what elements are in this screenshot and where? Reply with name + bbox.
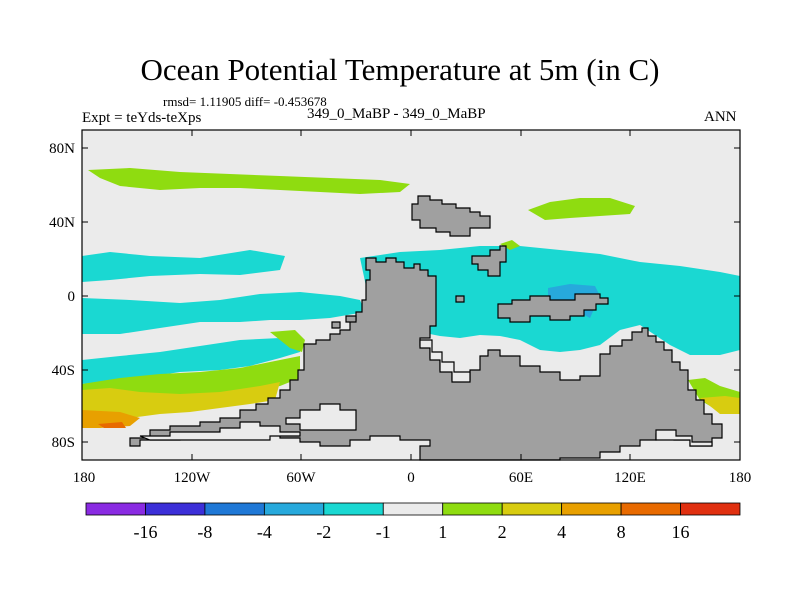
lon-tick-label: 0 [407, 470, 415, 486]
lat-tick-label: 80S [52, 435, 75, 451]
red-orange-patch [98, 422, 126, 428]
colorbar-swatch [561, 502, 622, 516]
colorbar-label: 8 [617, 522, 626, 542]
neutral-inlet-southeast [655, 429, 713, 447]
green-patch-north-atlantic [528, 198, 635, 220]
land-small-island [331, 321, 341, 329]
land-india [471, 245, 507, 277]
neutral-inlet-south [285, 403, 357, 431]
yellow-band-southern-ocean [82, 382, 280, 426]
season-label: ANN [704, 109, 737, 125]
colorbar-swatch [204, 502, 265, 516]
lat-tick-label: 40N [49, 215, 75, 231]
colorbar-swatch [323, 502, 384, 516]
cyan-band-north [82, 250, 285, 282]
colorbar-label: -1 [376, 522, 391, 542]
colorbar-swatch [263, 502, 325, 516]
longitude-axis: 180 120W 60W 0 60E 120E 180 [73, 130, 752, 486]
colorbar-swatch [501, 502, 563, 516]
yellow-patch-east [700, 396, 740, 414]
lon-tick-label: 60E [509, 470, 533, 486]
orange-patch-southern-ocean [82, 410, 140, 428]
subtitle: 349_0_MaBP - 349_0_MaBP [307, 106, 486, 122]
colorbar-swatch [680, 502, 741, 516]
lat-tick-label: 0 [68, 289, 76, 305]
green-band-north-pacific [88, 168, 410, 194]
colorbar-label: -8 [197, 522, 212, 542]
rmsd-diff-stats: rmsd= 1.11905 diff= -0.453678 [163, 94, 327, 109]
lon-tick-label: 60W [286, 470, 316, 486]
lon-tick-label: 180 [73, 470, 96, 486]
map-panel [81, 129, 741, 461]
land-eurasia [411, 195, 491, 237]
land-southeast-asia [497, 293, 609, 323]
colorbar-label: 2 [498, 522, 507, 542]
colorbar-swatch [442, 502, 503, 516]
land-east-islet [455, 295, 465, 303]
experiment-label: Expt = teYds-teXps [82, 110, 202, 126]
colorbar-label: -4 [257, 522, 272, 542]
colorbar-labels: -16 -8 -4 -2 -1 1 2 4 8 16 [133, 522, 689, 542]
neutral-inlet-southwest [139, 421, 301, 441]
colorbar-label: 4 [557, 522, 566, 542]
map-title: Ocean Potential Temperature at 5m (in C) [140, 52, 660, 87]
cyan-band-south-pacific [82, 338, 300, 384]
lat-tick-label: 40S [52, 363, 75, 379]
green-patch-arabian [500, 240, 520, 250]
colorbar-label: 16 [672, 522, 690, 542]
colorbar-swatch [620, 502, 681, 516]
lon-tick-label: 120E [614, 470, 646, 486]
colorbar-swatch [145, 502, 206, 516]
land-west-island [345, 315, 357, 323]
lat-tick-label: 80N [49, 141, 75, 157]
colorbar-swatch [382, 502, 444, 516]
colorbar-label: 1 [438, 522, 447, 542]
neutral-inlet-central [419, 339, 471, 383]
colorbar [85, 502, 741, 516]
lon-tick-label: 120W [174, 470, 212, 486]
lon-tick-label: 180 [729, 470, 752, 486]
colorbar-swatch [85, 502, 146, 516]
colorbar-label: -2 [316, 522, 331, 542]
colorbar-label: -16 [133, 522, 157, 542]
cyan-band-equatorial-pacific [82, 292, 365, 334]
green-patch-west-pacific [270, 330, 305, 352]
latitude-axis: 80N 40N 0 40S 80S [49, 141, 740, 451]
